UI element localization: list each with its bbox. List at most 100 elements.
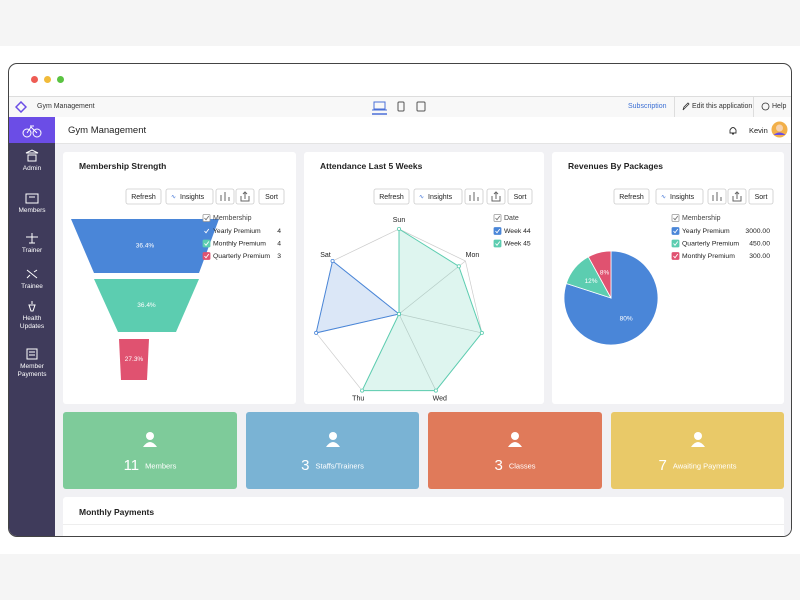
axis-label: Mon [466, 252, 480, 259]
bell-icon[interactable] [728, 125, 738, 136]
card-title: Membership Strength [79, 161, 167, 171]
chart-type-icon[interactable] [712, 192, 722, 201]
tile-label: Members [145, 461, 177, 471]
sort-button[interactable]: Sort [755, 194, 768, 201]
radar-point[interactable] [479, 330, 484, 335]
radar-spoke [398, 313, 437, 391]
minimize-dot[interactable] [44, 76, 51, 83]
close-dot[interactable] [31, 76, 38, 83]
legend-value: 3000.00 [745, 228, 770, 235]
radar-point[interactable] [330, 259, 335, 264]
refresh-button[interactable]: Refresh [619, 194, 644, 201]
radar-point[interactable] [360, 388, 365, 393]
toolbar-button[interactable] [258, 188, 285, 205]
device-switcher[interactable] [371, 99, 431, 115]
edit-link[interactable]: Edit this application [692, 103, 753, 110]
refresh-button[interactable]: Refresh [379, 194, 404, 201]
legend-checkbox[interactable] [493, 214, 502, 222]
legend-entry[interactable]: Week 45 [504, 240, 531, 247]
sort-button[interactable]: Sort [514, 194, 527, 201]
sort-button[interactable]: Sort [265, 194, 278, 201]
toolbar-button[interactable] [507, 188, 533, 205]
funnel-segment[interactable] [71, 219, 219, 273]
legend-entry[interactable]: Yearly Premium [213, 228, 261, 235]
legend-entry[interactable]: Monthly Premium [213, 240, 266, 247]
legend-entry[interactable]: Yearly Premium [682, 228, 730, 235]
user-name[interactable]: Kevin [749, 126, 768, 135]
radar-point[interactable] [397, 311, 402, 316]
toolbar-button[interactable] [125, 188, 162, 205]
toolbar-button[interactable] [613, 188, 650, 205]
refresh-button[interactable]: Refresh [131, 194, 156, 201]
insights-button[interactable]: Insights [428, 194, 453, 201]
slice-label: 8% [600, 270, 610, 277]
toolbar-button[interactable] [655, 188, 704, 205]
help-link[interactable]: Help [772, 103, 787, 110]
radar-point[interactable] [456, 264, 461, 269]
check-mark [204, 215, 210, 221]
radar-point[interactable] [397, 227, 402, 232]
insights-button[interactable]: Insights [180, 194, 205, 201]
funnel-segment[interactable] [94, 279, 199, 332]
legend-checkbox[interactable] [671, 252, 680, 260]
sidebar-label: Member Payments [17, 363, 47, 378]
legend-checkbox[interactable] [202, 227, 211, 235]
toolbar-button[interactable] [373, 188, 410, 205]
chart-type-icon[interactable] [469, 192, 479, 201]
chart-type-icon[interactable] [220, 192, 230, 201]
sidebar-icon [26, 348, 38, 360]
legend-entry[interactable]: Quarterly Premium [213, 253, 270, 260]
app-header: Gym Management Kevin [55, 117, 791, 144]
legend-checkbox[interactable] [493, 227, 502, 235]
subscription-link[interactable]: Subscription [628, 103, 667, 110]
sidebar-label: Trainee [21, 283, 43, 290]
export-icon[interactable] [240, 191, 250, 202]
maximize-dot[interactable] [57, 76, 64, 83]
tile-caption: 11 Members [63, 457, 237, 475]
legend-checkbox[interactable] [671, 239, 680, 248]
divider [63, 524, 784, 525]
radar-point[interactable] [433, 388, 438, 393]
legend-checkbox[interactable] [493, 239, 502, 248]
pie-slice[interactable] [587, 250, 612, 299]
tile-caption: 7 Awaiting Payments [611, 457, 784, 475]
legend-checkbox[interactable] [202, 214, 211, 222]
legend-entry[interactable]: Quarterly Premium [682, 240, 739, 247]
app-logo [15, 101, 27, 113]
check-mark [673, 215, 679, 221]
card-title: Monthly Payments [79, 507, 155, 517]
sidebar: Admin Members Trainer Trainee Health Updates… [9, 117, 55, 536]
card-title: Revenues By Packages [568, 161, 663, 171]
tile-label: Awaiting Payments [672, 461, 737, 471]
toolbar-button[interactable] [413, 188, 463, 205]
toolbar-button[interactable] [748, 188, 774, 205]
legend-checkbox[interactable] [671, 227, 680, 235]
sidebar-logo[interactable] [9, 117, 55, 143]
radar-point[interactable] [314, 330, 319, 335]
stat-tile[interactable]: 11 Members [63, 412, 237, 489]
avatar[interactable] [771, 121, 788, 138]
sidebar-label: Admin [22, 165, 42, 172]
sidebar-label: Trainer [21, 247, 43, 254]
legend-checkbox[interactable] [202, 239, 211, 248]
stat-tile[interactable]: 3 Staffs/Trainers [246, 412, 419, 489]
radar-series[interactable] [315, 260, 401, 334]
export-icon[interactable] [732, 191, 742, 202]
legend-value: 4 [277, 240, 281, 247]
check-mark [204, 228, 210, 234]
legend-entry[interactable]: Monthly Premium [682, 253, 735, 260]
stat-tile[interactable]: 7 Awaiting Payments [611, 412, 784, 489]
export-icon[interactable] [491, 191, 501, 202]
stat-tile[interactable]: 3 Classes [428, 412, 602, 489]
funnel-segment[interactable] [119, 339, 149, 380]
legend-checkbox[interactable] [671, 214, 680, 222]
legend-checkbox[interactable] [202, 252, 211, 260]
legend-entry[interactable]: Week 44 [504, 228, 531, 235]
check-mark [673, 241, 679, 247]
toolbar-button[interactable] [165, 188, 214, 205]
radar-spoke [398, 313, 482, 334]
check-mark [495, 241, 501, 247]
legend-title: Membership [213, 215, 252, 222]
insights-button[interactable]: Insights [670, 194, 695, 201]
segment-label: 36.4% [136, 243, 155, 250]
